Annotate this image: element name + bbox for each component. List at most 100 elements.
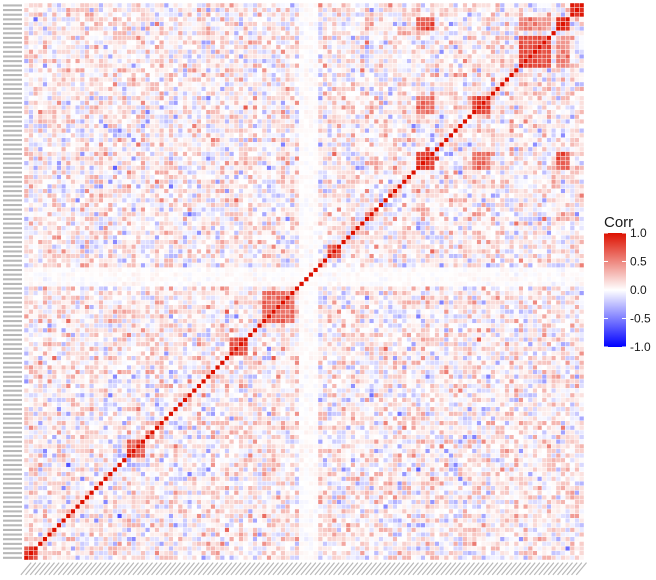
heatmap-cell — [485, 518, 491, 524]
heatmap-cell — [121, 555, 127, 561]
heatmap-cell — [177, 448, 183, 454]
heatmap-cell — [527, 388, 533, 394]
heatmap-cell — [42, 420, 48, 426]
heatmap-cell — [135, 471, 141, 477]
heatmap-cell — [61, 397, 67, 403]
heatmap-cell — [481, 518, 487, 524]
heatmap-cell — [252, 550, 258, 556]
heatmap-cell — [551, 494, 557, 500]
heatmap-cell — [159, 434, 165, 440]
heatmap-cell — [37, 518, 43, 524]
heatmap-cell — [289, 508, 295, 514]
heatmap-cell — [182, 513, 188, 519]
heatmap-cell — [313, 485, 319, 491]
heatmap-cell — [107, 369, 113, 375]
heatmap-cell — [47, 504, 53, 510]
heatmap-cell — [257, 555, 263, 561]
heatmap-cell — [191, 378, 197, 384]
heatmap-cell — [504, 401, 510, 408]
heatmap-cell — [579, 485, 585, 491]
heatmap-cell — [462, 415, 468, 421]
heatmap-cell — [126, 439, 132, 445]
heatmap-cell — [229, 383, 235, 389]
heatmap-cell — [397, 504, 403, 510]
heatmap-cell — [383, 531, 389, 537]
heatmap-cell — [103, 378, 109, 384]
heatmap-cell — [560, 406, 566, 412]
heatmap-cell — [415, 476, 421, 482]
heatmap-cell — [168, 439, 174, 445]
heatmap-cell — [168, 471, 174, 477]
heatmap-cell — [313, 494, 319, 500]
heatmap-cell — [439, 448, 445, 454]
heatmap-cell — [121, 374, 127, 380]
heatmap-cell — [485, 388, 491, 394]
heatmap-cell — [499, 439, 505, 445]
heatmap-cell — [149, 448, 155, 454]
heatmap-cell — [23, 406, 29, 412]
heatmap-cell — [383, 457, 389, 463]
heatmap-cell — [448, 383, 454, 389]
heatmap-cell — [308, 536, 314, 542]
heatmap-cell — [490, 485, 496, 491]
heatmap-cell — [439, 383, 445, 389]
heatmap-cell — [415, 462, 421, 468]
heatmap-cell — [271, 480, 277, 486]
heatmap-cell — [457, 545, 463, 551]
heatmap-cell — [75, 555, 81, 561]
heatmap-cell — [51, 397, 57, 403]
heatmap-cell — [448, 378, 454, 384]
heatmap-cell — [504, 420, 510, 426]
heatmap-cell — [415, 388, 421, 394]
heatmap-cell — [574, 536, 580, 542]
heatmap-cell — [289, 522, 295, 528]
heatmap-cell — [159, 522, 165, 528]
heatmap-cell — [425, 476, 431, 482]
heatmap-cell — [191, 411, 197, 417]
heatmap-cell — [33, 494, 39, 500]
heatmap-cell — [453, 425, 459, 431]
heatmap-cell — [341, 388, 347, 394]
heatmap-cell — [467, 397, 473, 403]
heatmap-cell — [481, 448, 487, 454]
heatmap-cell — [415, 374, 421, 380]
heatmap-cell — [341, 425, 347, 431]
heatmap-cell — [154, 429, 160, 435]
heatmap-cell — [541, 531, 547, 537]
heatmap-cell — [532, 504, 538, 510]
heatmap-cell — [271, 448, 277, 454]
heatmap-cell — [215, 513, 221, 519]
heatmap-cell — [205, 369, 211, 375]
heatmap-cell — [313, 513, 319, 519]
heatmap-cell — [229, 527, 235, 533]
heatmap-cell — [560, 434, 566, 440]
heatmap-cell — [378, 466, 384, 473]
heatmap-cell — [51, 518, 57, 524]
heatmap-cell — [215, 420, 221, 426]
heatmap-cell — [350, 448, 356, 454]
heatmap-cell — [392, 443, 398, 449]
heatmap-cell — [331, 429, 337, 435]
heatmap-cell — [131, 378, 137, 384]
heatmap-cell — [112, 518, 118, 524]
heatmap-cell — [191, 476, 197, 482]
heatmap-cell — [457, 457, 463, 463]
heatmap-cell — [261, 513, 267, 519]
heatmap-cell — [280, 448, 286, 454]
heatmap-cell — [532, 397, 538, 403]
heatmap-cell — [154, 383, 160, 389]
heatmap-cell — [527, 383, 533, 389]
heatmap-cell — [411, 480, 417, 486]
heatmap-cell — [145, 420, 151, 426]
heatmap-cell — [509, 453, 515, 459]
heatmap-cell — [117, 480, 123, 486]
heatmap-cell — [70, 494, 76, 500]
heatmap-cell — [401, 448, 407, 454]
heatmap-cell — [336, 457, 342, 463]
heatmap-cell — [462, 388, 468, 394]
heatmap-cell — [565, 401, 571, 408]
heatmap-cell — [135, 550, 141, 556]
heatmap-cell — [289, 476, 295, 482]
heatmap-cell — [266, 411, 272, 417]
heatmap-cell — [70, 425, 76, 431]
